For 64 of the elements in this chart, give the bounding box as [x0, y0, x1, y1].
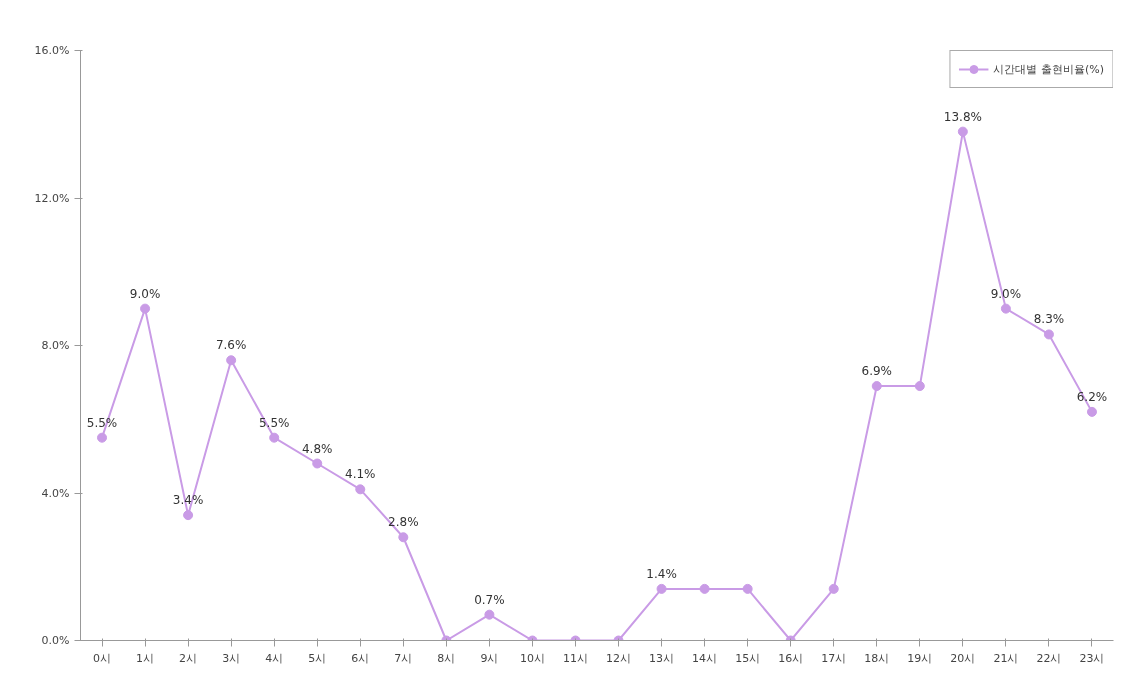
x-tick-label: 7시 — [394, 651, 413, 665]
point — [226, 355, 237, 366]
y-tick-label: 4.0% — [41, 486, 70, 500]
data-label: 9.0% — [990, 286, 1022, 301]
data-label: 0.7% — [474, 592, 505, 607]
y-tick-label: 16.0% — [34, 44, 70, 57]
data-label: 6.2% — [1076, 389, 1108, 404]
x-tick-label: 9시 — [480, 651, 499, 665]
point — [871, 381, 882, 392]
point — [398, 532, 409, 543]
x-tick-label: 10시 — [519, 651, 545, 665]
x-tick-label: 1시 — [136, 651, 155, 665]
x-tick-label: 20시 — [950, 651, 976, 665]
data-label: 2.8% — [388, 515, 419, 530]
point — [484, 609, 495, 620]
x-tick-label: 5시 — [308, 651, 327, 665]
point — [183, 510, 194, 521]
data-label: 4.8% — [301, 441, 333, 456]
data-label: 5.5% — [86, 415, 118, 430]
y-tick-label: 8.0% — [41, 339, 70, 352]
x-tick-label: 8시 — [437, 651, 456, 665]
point — [699, 583, 710, 594]
x-tick-label: 16시 — [778, 651, 804, 665]
x-tick-label: 21시 — [993, 651, 1019, 665]
x-tick-label: 22시 — [1036, 651, 1062, 665]
data-label: 4.1% — [345, 467, 376, 482]
data-label: 9.0% — [129, 286, 161, 301]
point — [312, 458, 323, 469]
data-label: 6.9% — [861, 364, 893, 379]
point — [1086, 406, 1097, 417]
point — [97, 432, 108, 443]
y-tick-label: 0.0% — [41, 634, 70, 647]
point — [742, 583, 753, 594]
point — [828, 583, 839, 594]
x-tick-label: 15시 — [735, 651, 761, 665]
point — [957, 126, 968, 137]
x-tick-label: 14시 — [692, 651, 718, 665]
data-label: 7.6% — [215, 338, 247, 353]
x-tick-label: 4시 — [265, 651, 284, 665]
legend-label: 시간대별 출현비율(%) — [993, 61, 1104, 77]
data-label: 13.8% — [943, 109, 982, 124]
x-tick-label: 19시 — [907, 651, 933, 665]
data-label: 8.3% — [1033, 312, 1065, 327]
point — [355, 484, 366, 495]
x-tick-label: 13시 — [649, 651, 675, 665]
data-label: 1.4% — [646, 566, 677, 581]
point — [656, 583, 667, 594]
x-tick-label: 6시 — [351, 651, 370, 665]
data-label: 3.4% — [172, 493, 204, 508]
x-tick-label: 17시 — [821, 651, 847, 665]
point — [140, 303, 151, 314]
point — [1000, 303, 1011, 314]
point — [1043, 329, 1054, 340]
data-label: 5.5% — [258, 415, 290, 430]
x-tick-label: 12시 — [606, 651, 632, 665]
point — [914, 381, 925, 392]
x-tick-label: 23시 — [1079, 651, 1105, 665]
x-tick-label: 18시 — [864, 651, 890, 665]
y-tick-label: 12.0% — [34, 191, 70, 205]
point — [269, 432, 280, 443]
x-tick-label: 0시 — [93, 651, 112, 665]
x-tick-label: 3시 — [222, 651, 241, 665]
x-tick-label: 2시 — [179, 651, 198, 665]
x-tick-label: 11시 — [562, 651, 588, 665]
